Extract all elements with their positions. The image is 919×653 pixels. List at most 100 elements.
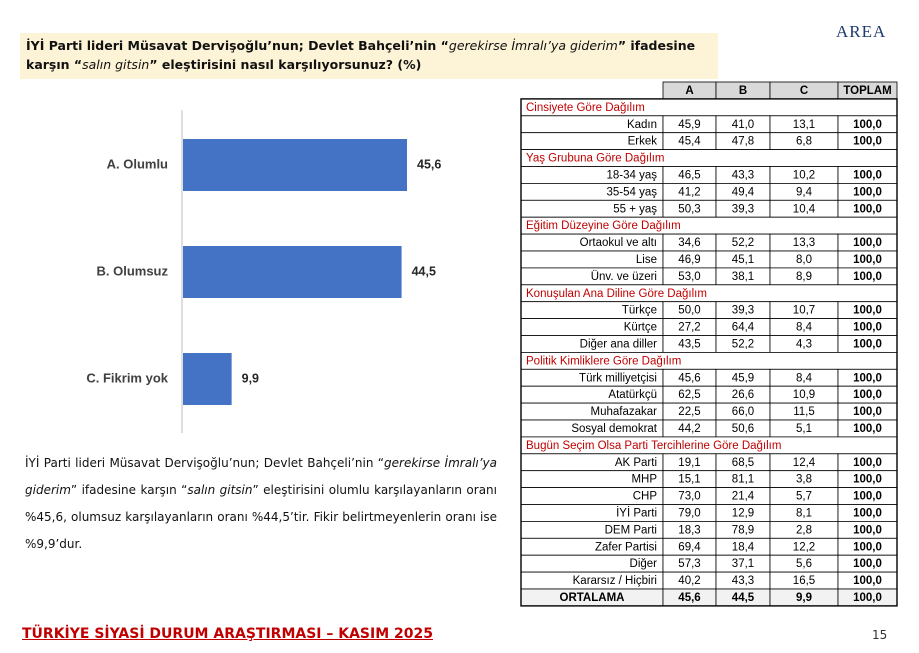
text-segment: salın gitsin: [187, 483, 253, 497]
cell-value: 100,0: [853, 338, 882, 350]
row-label: MHP: [631, 474, 657, 486]
text-segment: gerekirse İmralı’ya giderim: [25, 456, 497, 497]
cell-value: 50,3: [678, 203, 700, 215]
cell-value: 41,2: [678, 186, 700, 198]
cell-value: 100,0: [853, 254, 882, 266]
cell-value: 73,0: [678, 491, 700, 503]
text-segment: ” ifadesine karşın “: [26, 38, 696, 72]
cell-value: 62,5: [678, 389, 700, 401]
category-label: B. Olumsuz: [96, 263, 168, 278]
cell-value: 12,2: [793, 541, 815, 553]
cell-value: 12,9: [732, 507, 754, 519]
cell-value: 18,3: [678, 524, 700, 536]
row-label: Muhafazakar: [591, 406, 658, 418]
category-label: C. Fikrim yok: [86, 370, 168, 385]
value-label: 45,6: [417, 157, 441, 171]
cell-value: 22,5: [678, 406, 700, 418]
cell-value: 10,9: [793, 389, 815, 401]
cell-value: 45,9: [678, 119, 700, 131]
cell-value: 16,5: [793, 575, 815, 587]
cell-value: 100,0: [853, 169, 882, 181]
cell-value: 45,6: [678, 592, 700, 604]
cell-value: 9,4: [796, 186, 813, 198]
page-number: 15: [872, 628, 888, 642]
cell-value: 45,6: [678, 372, 700, 384]
cell-value: 9,9: [796, 592, 812, 604]
cell-value: 100,0: [853, 389, 882, 401]
group-title: Konuşulan Ana Diline Göre Dağılım: [526, 288, 707, 300]
bar: [183, 139, 407, 191]
row-label: Kadın: [627, 119, 657, 131]
text-segment: ” ifadesine karşın “: [70, 483, 188, 497]
cell-value: 57,3: [678, 558, 700, 570]
text-segment: İYİ Parti lideri Müsavat Dervişoğlu’nun;…: [25, 456, 385, 470]
row-label: Atatürkçü: [608, 389, 657, 401]
cell-value: 10,7: [793, 305, 815, 317]
row-label: Diğer: [630, 558, 658, 570]
row-label: Zafer Partisi: [595, 541, 657, 553]
cell-value: 100,0: [853, 507, 882, 519]
row-label: Erkek: [628, 136, 658, 148]
cell-value: 44,5: [732, 592, 755, 604]
summary-paragraph: İYİ Parti lideri Müsavat Dervişoğlu’nun;…: [25, 450, 497, 558]
category-label: A. Olumlu: [107, 156, 168, 171]
row-label: AK Parti: [615, 457, 657, 469]
cell-value: 100,0: [853, 322, 882, 334]
cell-value: 100,0: [853, 474, 882, 486]
cell-value: 78,9: [732, 524, 754, 536]
cell-value: 100,0: [853, 136, 882, 148]
cell-value: 43,5: [678, 338, 700, 350]
group-title: Cinsiyete Göre Dağılım: [526, 102, 645, 114]
cell-value: 49,4: [732, 186, 755, 198]
cell-value: 13,1: [793, 119, 815, 131]
cell-value: 27,2: [678, 322, 700, 334]
cell-value: 3,8: [796, 474, 812, 486]
cell-value: 100,0: [853, 271, 882, 283]
row-label: Türk milliyetçisi: [579, 372, 657, 384]
row-label: CHP: [633, 491, 658, 503]
cell-value: 64,4: [732, 322, 755, 334]
cell-value: 100,0: [853, 575, 882, 587]
cell-value: 6,8: [796, 136, 812, 148]
cell-value: 100,0: [853, 457, 882, 469]
cell-value: 34,6: [678, 237, 700, 249]
row-label: Ünv. ve üzeri: [591, 271, 657, 283]
cell-value: 2,8: [796, 524, 812, 536]
table-border: [520, 98, 898, 607]
row-label: 18-34 yaş: [606, 169, 657, 181]
row-label: ORTALAMA: [560, 592, 625, 604]
cell-value: 53,0: [678, 271, 700, 283]
cell-value: 18,4: [732, 541, 755, 553]
cell-value: 8,0: [796, 254, 812, 266]
cell-value: 10,4: [793, 203, 816, 215]
column-header: A: [685, 85, 693, 97]
cell-value: 46,9: [678, 254, 700, 266]
group-title: Bugün Seçim Olsa Parti Tercihlerine Göre…: [526, 440, 781, 452]
cell-value: 100,0: [853, 592, 882, 604]
row-label: Kürtçe: [624, 322, 657, 334]
footer-title: TÜRKİYE SİYASİ DURUM ARAŞTIRMASI – KASIM…: [22, 626, 433, 642]
row-label: 55 + yaş: [613, 203, 657, 215]
cell-value: 100,0: [853, 186, 882, 198]
cell-value: 100,0: [853, 406, 882, 418]
cell-value: 81,1: [732, 474, 754, 486]
cell-value: 100,0: [853, 558, 882, 570]
cell-value: 100,0: [853, 423, 882, 435]
cell-value: 38,1: [732, 271, 754, 283]
cell-value: 12,4: [793, 457, 816, 469]
cell-value: 47,8: [732, 136, 754, 148]
cell-value: 41,0: [732, 119, 754, 131]
cell-value: 8,1: [796, 507, 812, 519]
cell-value: 45,4: [678, 136, 701, 148]
column-header: TOPLAM: [843, 85, 891, 97]
text-segment: ” eleştirisini nasıl karşılıyorsunuz? (%…: [149, 57, 422, 72]
cell-value: 45,9: [732, 372, 754, 384]
row-label: 35-54 yaş: [606, 186, 657, 198]
cell-value: 8,4: [796, 372, 813, 384]
cell-value: 11,5: [793, 406, 815, 418]
cell-value: 100,0: [853, 203, 882, 215]
value-label: 9,9: [242, 371, 259, 385]
cell-value: 45,1: [732, 254, 754, 266]
cell-value: 21,4: [732, 491, 755, 503]
cell-value: 13,3: [793, 237, 815, 249]
